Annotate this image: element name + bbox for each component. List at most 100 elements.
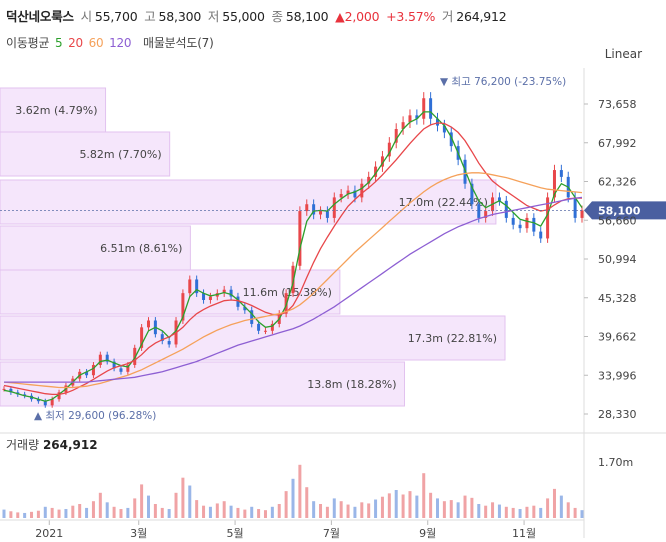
volume-bars-layer — [2, 464, 584, 518]
y-tick-label: 62,326 — [598, 176, 637, 189]
volume-bar — [298, 464, 302, 518]
volume-bar — [208, 506, 212, 518]
volume-bar — [387, 493, 391, 518]
volume-bar — [312, 501, 316, 518]
price-candle — [85, 371, 89, 376]
volume-bar — [380, 496, 384, 518]
volume-bar — [504, 506, 508, 518]
price-candle — [546, 197, 550, 239]
volume-bar — [105, 502, 109, 518]
grid-layer — [0, 68, 666, 538]
price-candle — [504, 200, 508, 218]
ma-60[interactable]: 60 — [88, 36, 104, 50]
y-tick-label: 73,658 — [598, 98, 637, 111]
volume-bar — [339, 501, 343, 518]
volume-bar — [181, 477, 185, 518]
volume-bar — [9, 511, 13, 518]
volume-bar — [30, 511, 34, 518]
price-candle — [518, 224, 522, 229]
price-candle — [346, 190, 350, 194]
volume-profile-label: 17.3m (22.81%) — [408, 332, 497, 345]
volume-bar — [202, 505, 206, 518]
volume-profile-toggle[interactable]: 매물분석도(7) — [143, 36, 214, 50]
volume-bar — [2, 509, 6, 518]
volume-label: 거 — [441, 9, 454, 24]
volume-bar — [188, 485, 192, 518]
price-candle — [126, 364, 130, 372]
price-candle — [580, 210, 584, 218]
y-tick-label: 67,992 — [598, 137, 637, 150]
price-candle — [119, 368, 123, 372]
volume-bar — [429, 492, 433, 518]
x-tick-label: 9월 — [419, 527, 436, 540]
price-candle — [263, 330, 267, 332]
price-candle — [229, 289, 233, 297]
price-candle — [332, 197, 336, 218]
ma-20[interactable]: 20 — [68, 36, 83, 50]
volume-profile-band — [0, 361, 406, 407]
price-candle — [181, 293, 185, 321]
volume-bar — [174, 492, 178, 518]
ma-label[interactable]: 이동평균 — [6, 36, 50, 50]
price-candle — [250, 310, 254, 324]
volume-bar — [353, 506, 357, 518]
price-candle — [91, 364, 95, 376]
ma-120[interactable]: 120 — [109, 36, 132, 50]
volume-bar — [50, 507, 54, 518]
volume-bar — [546, 498, 550, 518]
price-candle — [105, 354, 109, 362]
volume-profile-band — [0, 131, 171, 177]
scale-toggle-button[interactable]: Linear — [604, 47, 642, 61]
volume-bar — [160, 507, 164, 518]
volume-bar — [580, 510, 584, 518]
price-candle — [511, 217, 515, 225]
price-candle — [57, 392, 61, 400]
price-candle — [422, 98, 426, 119]
volume-bar — [305, 487, 309, 518]
price-candle — [208, 296, 212, 300]
current-price-label: 58,100 — [598, 204, 641, 217]
volume-bar — [36, 510, 40, 518]
volume-bar — [518, 509, 522, 518]
volume-bar — [133, 498, 137, 518]
price-candle — [257, 323, 261, 331]
volume-bar — [532, 505, 536, 518]
price-candle — [98, 354, 102, 365]
price-candle — [140, 327, 144, 348]
price-candle — [312, 204, 316, 215]
volume-bar — [16, 512, 20, 518]
ma-5-line — [3, 111, 583, 402]
y-tick-label: 28,330 — [598, 408, 637, 421]
volume-profile-label: 17.0m (22.44%) — [399, 196, 488, 209]
volume-bar — [119, 509, 123, 518]
price-candle — [339, 193, 343, 198]
price-candle — [270, 323, 274, 331]
volume-bar — [78, 504, 82, 518]
close-value: 58,100 — [285, 9, 329, 24]
volume-profile-band — [0, 269, 341, 315]
price-candle — [236, 296, 240, 307]
volume-bar — [484, 505, 488, 518]
volume-bar — [270, 506, 274, 518]
price-candle — [353, 190, 357, 198]
price-candle — [325, 211, 329, 218]
ma-5[interactable]: 5 — [55, 36, 63, 50]
price-candle — [222, 289, 226, 294]
price-candle — [112, 361, 116, 369]
low-value: 55,000 — [222, 9, 265, 24]
volume-profile-band — [0, 225, 191, 271]
price-candle — [559, 170, 563, 177]
price-candle — [167, 341, 171, 345]
price-candle — [532, 217, 536, 232]
volume-bar — [153, 504, 157, 518]
volume-bar — [367, 503, 371, 518]
x-tick-label: 7월 — [323, 527, 340, 540]
price-candle — [449, 132, 453, 147]
volume-bar — [85, 507, 89, 518]
volume-bar — [559, 495, 563, 518]
volume-bar — [449, 500, 453, 518]
price-candle — [442, 125, 446, 133]
volume-bar — [140, 484, 144, 518]
volume-profile-label: 5.82m (7.70%) — [79, 148, 161, 161]
